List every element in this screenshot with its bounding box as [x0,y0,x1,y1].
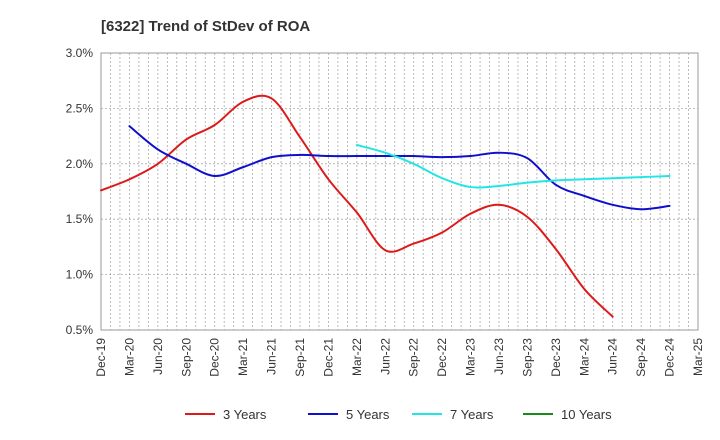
x-tick-label: Dec-20 [208,338,222,377]
x-tick-label: Sep-24 [634,338,648,377]
x-axis: Dec-19 Mar-20 Jun-20 Sep-20 Dec-20 Mar-21 Jun-… [94,338,705,377]
legend-label-7-years: 7 Years [450,407,494,422]
x-tick-label: Jun-23 [492,338,506,375]
y-axis: 0.5% 1.0% 1.5% 2.0% 2.5% 3.0% [66,46,94,337]
grid [101,52,698,331]
x-tick-label: Mar-21 [236,338,250,376]
plot-frame [100,52,699,331]
series-layer [100,94,671,318]
x-tick-label: Jun-21 [265,338,279,375]
x-tick-label: Dec-19 [94,338,108,377]
x-tick-label: Mar-25 [691,338,705,376]
y-tick-label: 2.0% [66,157,94,171]
y-tick-label: 2.5% [66,101,94,115]
series-line-5-years [128,125,671,211]
x-tick-label: Mar-20 [122,338,136,376]
y-tick-label: 1.5% [66,212,94,226]
x-tick-label: Sep-22 [407,338,421,377]
legend-label-5-years: 5 Years [346,407,390,422]
legend-label-3-years: 3 Years [223,407,267,422]
x-tick-label: Dec-23 [549,338,563,377]
x-tick-label: Mar-24 [577,338,591,376]
x-tick-label: Dec-22 [435,338,449,377]
x-tick-label: Dec-21 [321,338,335,377]
chart-title: [6322] Trend of StDev of ROA [101,18,310,35]
x-tick-label: Sep-21 [293,338,307,377]
series-line-3-years [100,94,614,318]
x-tick-label: Jun-22 [378,338,392,375]
x-tick-label: Dec-24 [663,338,677,377]
x-tick-label: Sep-23 [520,338,534,377]
x-tick-label: Jun-20 [151,338,165,375]
y-tick-label: 3.0% [66,46,94,60]
legend: 3 Years 5 Years 7 Years 10 Years [185,407,612,422]
x-tick-label: Sep-20 [179,338,193,377]
legend-label-10-years: 10 Years [561,407,612,422]
x-tick-label: Mar-23 [464,338,478,376]
x-tick-label: Jun-24 [606,338,620,375]
x-tick-label: Mar-22 [350,338,364,376]
y-tick-label: 0.5% [66,323,94,337]
series-line-7-years [355,143,671,189]
y-tick-label: 1.0% [66,268,94,282]
